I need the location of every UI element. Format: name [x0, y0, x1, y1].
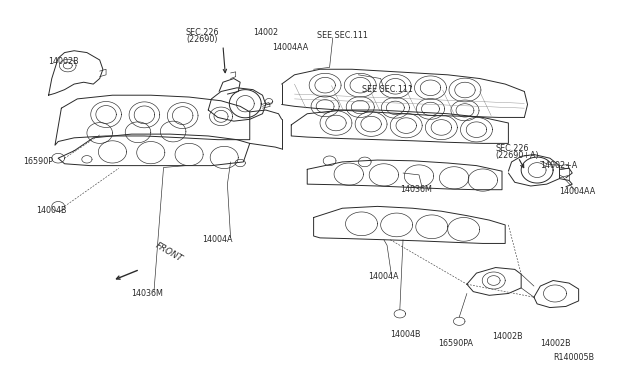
- Text: 14002: 14002: [253, 28, 278, 37]
- Text: 14004AA: 14004AA: [272, 42, 308, 51]
- Text: SEE SEC.111: SEE SEC.111: [362, 85, 412, 94]
- Text: (22690): (22690): [186, 35, 218, 44]
- Text: 14002B: 14002B: [49, 57, 79, 66]
- Text: 14004AA: 14004AA: [559, 187, 596, 196]
- Text: 16590PA: 16590PA: [438, 339, 473, 348]
- Text: 14036M: 14036M: [132, 289, 163, 298]
- Text: 14002B: 14002B: [540, 339, 571, 348]
- Text: 14004B: 14004B: [390, 330, 420, 339]
- Text: (22690+A): (22690+A): [495, 151, 540, 160]
- Text: 14036M: 14036M: [400, 185, 432, 194]
- Text: 14004A: 14004A: [202, 235, 232, 244]
- Text: SEC.226: SEC.226: [495, 144, 529, 153]
- Text: 14002+A: 14002+A: [540, 161, 577, 170]
- Text: R140005B: R140005B: [553, 353, 594, 362]
- Text: SEC.226: SEC.226: [186, 28, 220, 37]
- Text: SEE SEC.111: SEE SEC.111: [317, 31, 368, 41]
- Text: FRONT: FRONT: [154, 241, 184, 264]
- Text: 14004B: 14004B: [36, 206, 67, 215]
- Text: 14002B: 14002B: [492, 331, 523, 341]
- Text: 14004A: 14004A: [368, 272, 398, 281]
- Text: 16590P: 16590P: [23, 157, 53, 166]
